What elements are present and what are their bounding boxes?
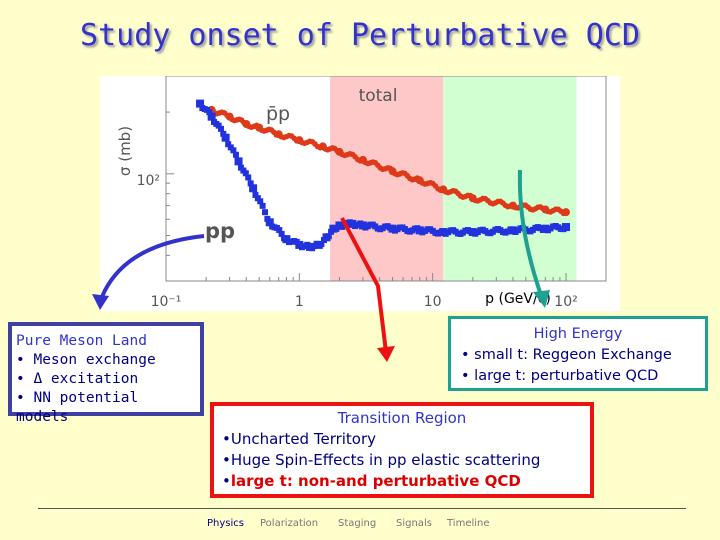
transition-region-box: Transition Region •Uncharted Territory •… <box>210 402 594 498</box>
annotation-pbarp: p̄p <box>266 103 290 125</box>
data-point-pp <box>252 191 259 198</box>
arrow-head-red <box>377 346 395 362</box>
annotation-total: total <box>359 86 398 106</box>
x-tick-label: 10² <box>554 294 577 310</box>
transition-red-text: large t: non-and perturbative QCD <box>230 472 521 490</box>
x-tick-label: 10 <box>424 294 442 310</box>
transition-item: •Uncharted Territory <box>222 430 377 448</box>
meson-land-heading: Pure Meson Land <box>16 333 147 349</box>
high-energy-item: • large t: perturbative QCD <box>461 368 659 384</box>
data-point-pp <box>318 241 325 248</box>
data-point-pp <box>278 230 285 237</box>
data-point-pp <box>276 227 283 234</box>
data-point-pp <box>261 209 268 216</box>
data-point-pp <box>265 218 274 227</box>
data-point-pp <box>217 125 224 132</box>
data-point-pp <box>562 223 570 232</box>
meson-land-item: • Meson exchange <box>16 352 156 368</box>
data-point-pp <box>206 109 213 116</box>
data-point-pp <box>259 202 266 209</box>
x-tick-label: 1 <box>295 294 304 310</box>
footer-divider <box>38 508 686 509</box>
high-energy-item: • small t: Reggeon Exchange <box>461 347 672 363</box>
plot-region-2 <box>443 76 577 281</box>
y-axis-label: σ (mb) <box>116 126 134 176</box>
meson-land-box: Pure Meson Land • Meson exchange • Δ exc… <box>8 322 204 425</box>
transition-bullet: • <box>222 472 231 490</box>
nav-timeline[interactable]: Timeline <box>447 518 490 529</box>
high-energy-heading: High Energy <box>533 326 623 342</box>
transition-item-last: •large t: non-and perturbative QCD <box>222 471 582 492</box>
data-point-pp <box>234 157 243 166</box>
data-point-pp <box>254 195 261 202</box>
data-point-pp <box>242 170 249 177</box>
data-point-pbarp <box>562 208 570 217</box>
plot-region-1 <box>330 76 444 281</box>
data-point-pp <box>215 122 222 129</box>
nav-staging[interactable]: Staging <box>338 518 377 529</box>
x-tick-label: 10⁻¹ <box>151 294 182 310</box>
nav-polarization[interactable]: Polarization <box>260 518 319 529</box>
high-energy-box: High Energy • small t: Reggeon Exchange … <box>448 316 708 391</box>
data-point-pp <box>325 233 332 240</box>
transition-item: •Huge Spin-Effects in pp elastic scatter… <box>222 451 541 469</box>
nav-signals[interactable]: Signals <box>396 518 432 529</box>
data-point-pp <box>249 184 258 193</box>
data-point-pp <box>257 198 264 205</box>
annotation-pp: pp <box>205 219 235 243</box>
page-title: Study onset of Perturbative QCD <box>80 18 640 53</box>
data-point-pp <box>245 174 252 181</box>
data-point-pp <box>329 224 338 233</box>
data-point-pp <box>232 151 239 158</box>
y-tick-label: 10² <box>137 173 160 189</box>
data-point-pp <box>207 112 216 121</box>
meson-land-item: • NN potential models <box>16 390 139 425</box>
data-point-pp <box>196 99 205 108</box>
nav-physics[interactable]: Physics <box>207 518 244 529</box>
transition-heading: Transition Region <box>337 409 467 427</box>
data-point-pp <box>247 180 254 187</box>
data-point-pp <box>230 147 237 154</box>
data-point-pp <box>221 133 230 142</box>
meson-land-item: • Δ excitation <box>16 371 139 387</box>
data-point-pp <box>225 141 232 148</box>
cross-section-plot: σ (mb) 10² total p̄p pp 10⁻¹ 1 10 10² p (Ge… <box>100 76 620 311</box>
x-axis-label: p (GeV/c) <box>485 291 551 307</box>
